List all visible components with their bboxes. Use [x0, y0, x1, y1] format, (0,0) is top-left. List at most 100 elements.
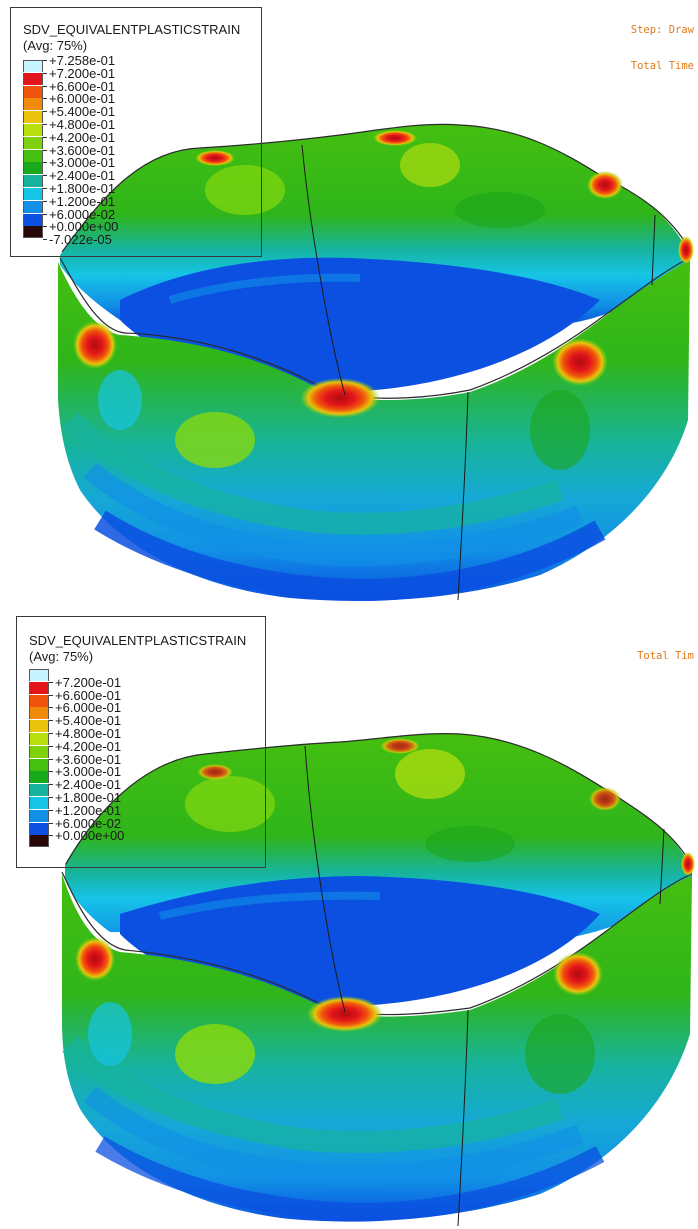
legend-swatch: [29, 745, 49, 758]
legend-swatch: [23, 136, 43, 149]
legend-label: +0.000e+00: [49, 219, 119, 235]
mesh-seam: [301, 144, 346, 396]
legend-tick: [49, 745, 53, 747]
legend-swatch: [29, 669, 49, 681]
legend-label: +4.800e-01: [55, 726, 122, 741]
legend-subtitle: (Avg: 75%): [29, 649, 94, 664]
legend-tick: [43, 213, 47, 215]
legend-tick: [43, 162, 47, 164]
legend-tick: [43, 98, 47, 100]
legend-swatch: [23, 124, 43, 136]
legend-label: +3.000e-01: [55, 764, 122, 780]
legend-swatch: [29, 720, 49, 733]
legend-label: +3.600e-01: [49, 142, 116, 158]
legend-swatch: [29, 835, 49, 848]
legend-label: +3.000e-01: [49, 155, 116, 171]
cup-rim: [59, 257, 691, 399]
mesh-seam: [457, 1009, 469, 1227]
strain-hotspot: [73, 321, 117, 369]
legend-swatch: [23, 72, 43, 85]
legend-swatch: [29, 797, 49, 809]
legend-tick: [49, 797, 53, 798]
legend-label: +7.258e-01: [49, 53, 116, 68]
legend-swatch: [29, 694, 49, 707]
mesh-seam: [304, 745, 346, 1013]
legend-tick: [43, 136, 47, 138]
strain-hotspot: [587, 171, 623, 199]
legend-swatch: [23, 226, 43, 239]
legend-label: +4.200e-01: [49, 129, 116, 145]
legend-label: +1.200e-01: [49, 193, 116, 209]
legend-tick: [49, 784, 53, 786]
legend-label: +2.400e-01: [55, 777, 122, 793]
legend-label: +2.400e-01: [49, 168, 116, 184]
legend-label: +1.800e-01: [49, 181, 116, 196]
legend-tick: [43, 111, 47, 113]
legend-label: +6.000e-02: [55, 815, 122, 831]
legend-tick: [43, 85, 47, 87]
legend-swatch: [29, 707, 49, 720]
legend-label: +6.600e-01: [49, 78, 116, 94]
mesh-seam: [651, 214, 656, 286]
legend-swatch: [23, 213, 43, 226]
outer-wall: [58, 260, 690, 601]
strain-hotspot: [380, 738, 420, 754]
legend-swatch: [23, 175, 43, 188]
legend-label: +5.400e-01: [49, 104, 116, 120]
legend-swatch: [29, 771, 49, 784]
legend-swatch: [23, 111, 43, 124]
legend-swatch: [29, 681, 49, 694]
inner-floor: [120, 876, 600, 1006]
legend-tick: [49, 733, 53, 734]
legend-subtitle: (Avg: 75%): [23, 38, 88, 53]
legend-label: +1.800e-01: [55, 790, 122, 805]
legend-label: +4.800e-01: [49, 117, 116, 132]
contour-plot-panel-1: Step: Draw Total Time SDV_EQUIVALENTPLAS…: [0, 0, 698, 610]
strain-hotspot: [589, 787, 621, 811]
legend-tick: [49, 835, 53, 837]
fem-cup-scene-2: [61, 733, 695, 1227]
legend-tick: [43, 124, 47, 125]
legend-swatch: [23, 60, 43, 72]
legend-swatch: [29, 809, 49, 822]
legend-label: +5.400e-01: [55, 713, 122, 729]
strain-hotspot: [553, 952, 603, 996]
legend-tick: [49, 720, 53, 722]
contour-legend: SDV_EQUIVALENTPLASTICSTRAIN (Avg: 75%) +…: [16, 616, 266, 868]
fem-cup-scene-1: [58, 123, 694, 602]
cup-rim: [61, 871, 693, 1016]
strain-hotspot: [307, 996, 383, 1032]
legend-swatch: [23, 162, 43, 175]
legend-label: +6.000e-02: [49, 206, 116, 222]
legend-tick: [43, 239, 47, 241]
legend-tick: [43, 149, 47, 151]
contour-legend: SDV_EQUIVALENTPLASTICSTRAIN (Avg: 75%) +…: [10, 7, 262, 257]
legend-tick: [49, 822, 53, 824]
mesh-seam: [457, 391, 469, 601]
legend-swatch: [23, 200, 43, 213]
contour-plot-panel-2: Total Tim SDV_EQUIVALENTPLASTICSTRAIN (A…: [0, 614, 698, 1229]
legend-label: +6.600e-01: [55, 687, 122, 703]
legend-label: +1.200e-01: [55, 802, 122, 818]
mesh-seam: [659, 828, 665, 905]
strain-hotspot: [681, 852, 695, 876]
outer-wall: [62, 874, 692, 1222]
legend-tick: [43, 200, 47, 202]
legend-swatch: [23, 188, 43, 200]
legend-label: +3.600e-01: [55, 751, 122, 767]
legend-label: +0.000e+00: [55, 828, 125, 844]
legend-swatch: [29, 733, 49, 745]
legend-tick: [49, 707, 53, 709]
strain-hotspot: [373, 130, 417, 146]
legend-label: +6.000e-01: [55, 700, 122, 716]
legend-tick: [43, 72, 47, 74]
legend-swatch: [29, 822, 49, 835]
step-status: Step: Draw Total Time: [630, 24, 694, 72]
strain-hotspot: [75, 937, 115, 981]
legend-title: SDV_EQUIVALENTPLASTICSTRAIN: [23, 22, 241, 37]
strain-hotspot: [195, 150, 235, 166]
legend-swatch: [29, 758, 49, 771]
legend-swatch: [23, 85, 43, 98]
legend-label: -7.022e-05: [49, 232, 112, 248]
strain-hotspot: [678, 236, 694, 264]
